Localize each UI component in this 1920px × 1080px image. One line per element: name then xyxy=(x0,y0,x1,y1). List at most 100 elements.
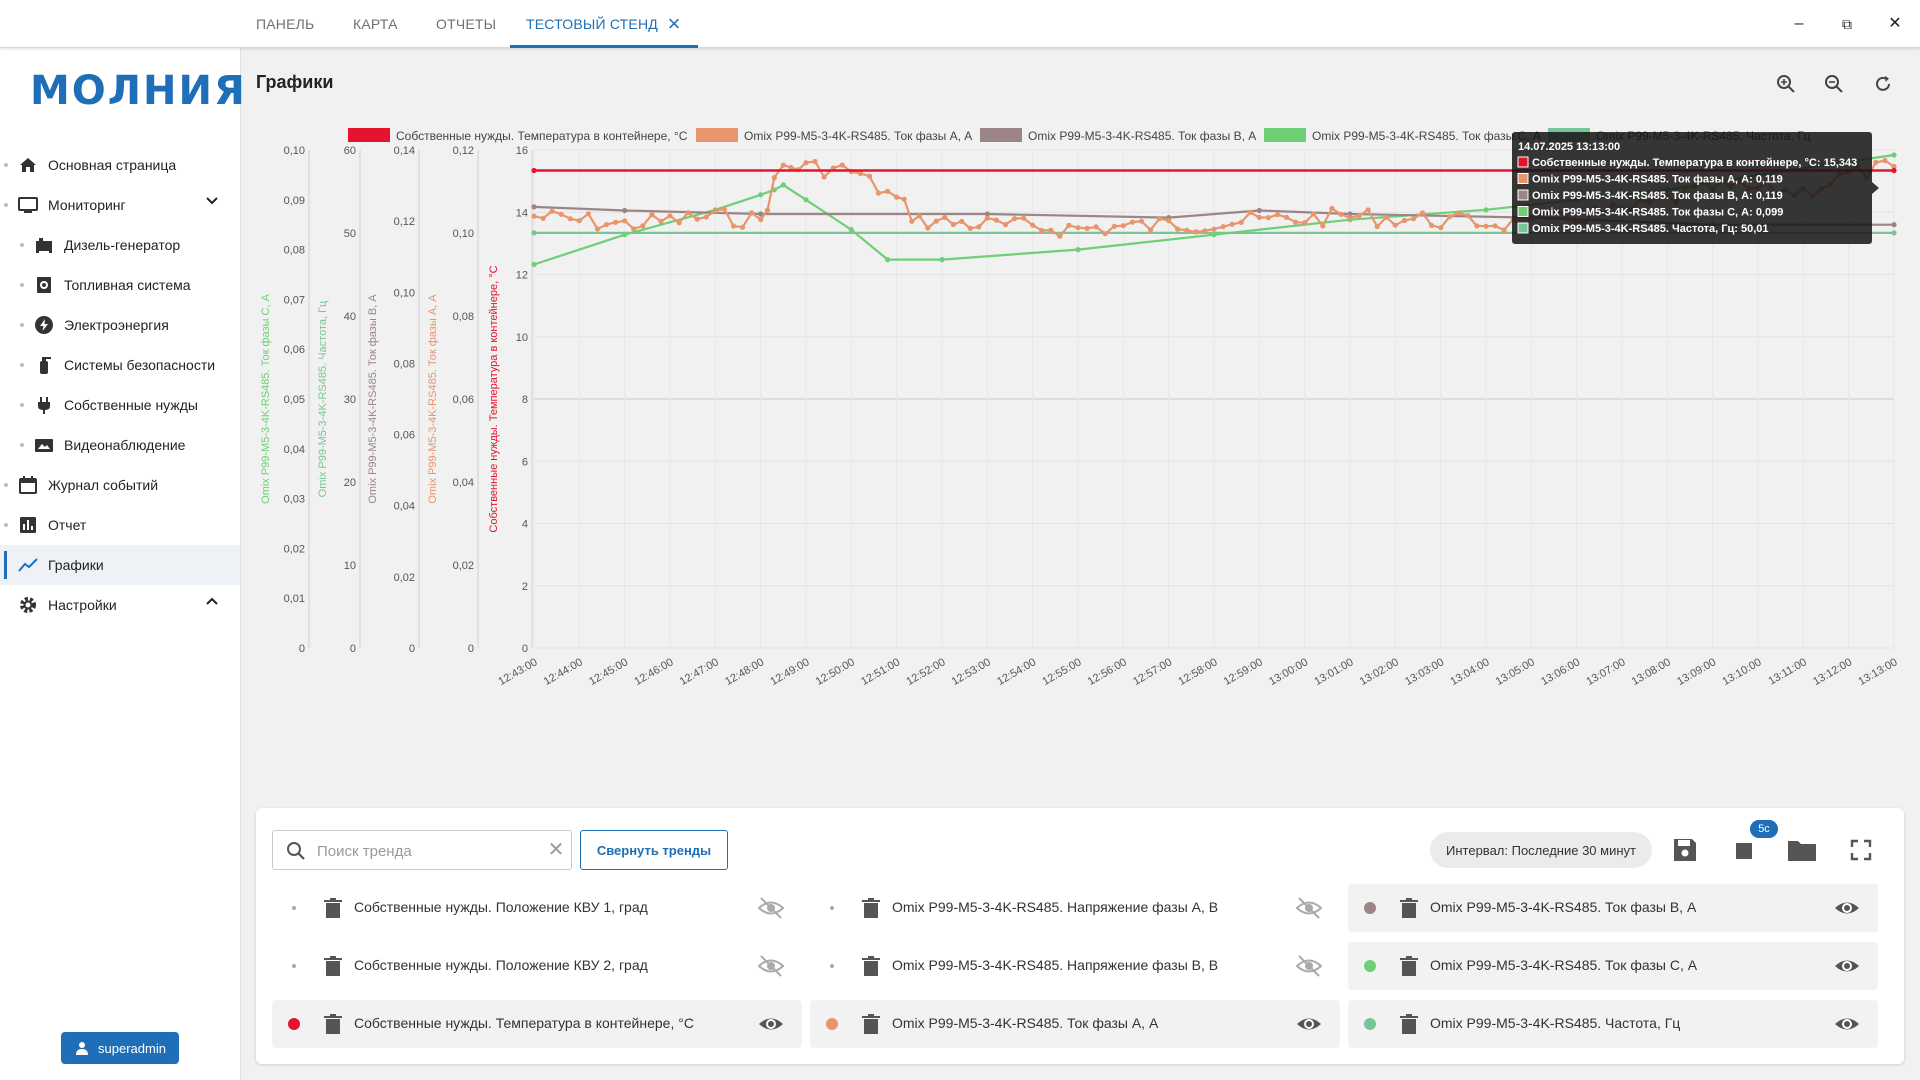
sidebar-item-settings[interactable]: Настройки xyxy=(0,585,240,625)
y-tick-label: 0,10 xyxy=(284,145,305,157)
tab-map[interactable]: КАРТА xyxy=(353,16,398,32)
trash-icon[interactable] xyxy=(862,898,880,918)
y-axis-title: Собственные нужды. Температура в контейн… xyxy=(488,265,500,532)
refresh-interval-icon[interactable] xyxy=(1724,830,1764,870)
chevron-down-icon[interactable] xyxy=(202,193,222,213)
x-tick-label: 12:59:00 xyxy=(1222,656,1265,688)
eye-icon[interactable] xyxy=(1834,896,1860,920)
legend-label: Собственные нужды. Температура в контейн… xyxy=(396,129,688,143)
tab-test-stand[interactable]: ТЕСТОВЫЙ СТЕНД xyxy=(526,16,658,32)
sidebar-item-report[interactable]: Отчет xyxy=(0,505,240,545)
x-tick-label: 12:45:00 xyxy=(587,656,630,688)
x-tick-label: 12:54:00 xyxy=(995,656,1038,688)
trend-row[interactable]: Omix P99-M5-3-4K-RS485. Ток фазы А, А xyxy=(810,1000,1340,1048)
sidebar-item-monitoring[interactable]: Мониторинг xyxy=(0,185,240,225)
trash-icon[interactable] xyxy=(324,1014,342,1034)
y-tick-label: 0,14 xyxy=(394,145,415,157)
sidebar-item-electricity[interactable]: Электроэнергия xyxy=(0,305,240,345)
data-point xyxy=(1102,231,1108,237)
data-point xyxy=(1410,216,1417,222)
report-icon xyxy=(17,514,39,536)
trend-row[interactable]: Собственные нужды. Положение КВУ 2, град xyxy=(272,942,802,990)
sidebar-item-own-needs[interactable]: Собственные нужды xyxy=(0,385,240,425)
data-point xyxy=(1274,212,1281,218)
save-icon[interactable] xyxy=(1665,830,1705,870)
eye-off-icon[interactable] xyxy=(1296,896,1322,920)
eye-icon[interactable] xyxy=(758,1012,784,1036)
data-point xyxy=(1338,211,1344,217)
trash-icon[interactable] xyxy=(324,956,342,976)
eye-icon[interactable] xyxy=(1296,1012,1322,1036)
x-tick-label: 12:55:00 xyxy=(1040,656,1083,688)
restore-icon[interactable]: ⧉ xyxy=(1842,16,1852,32)
eye-off-icon[interactable] xyxy=(758,954,784,978)
x-tick-label: 12:50:00 xyxy=(814,656,857,688)
data-point xyxy=(1265,215,1271,221)
eye-off-icon[interactable] xyxy=(1296,954,1322,978)
clear-icon[interactable]: ✕ xyxy=(547,839,565,861)
reset-icon[interactable] xyxy=(1869,70,1897,98)
collapse-trends-button[interactable]: Свернуть тренды xyxy=(580,830,728,870)
data-point xyxy=(594,226,601,232)
sidebar: МОЛНИЯ Основная страница Мониторинг Дизе… xyxy=(0,48,245,1080)
trash-icon[interactable] xyxy=(1400,898,1418,918)
fullscreen-icon[interactable] xyxy=(1841,830,1881,870)
top-bar: ПАНЕЛЬ КАРТА ОТЧЕТЫ ТЕСТОВЫЙ СТЕНД × – ⧉… xyxy=(0,0,1920,48)
search-input[interactable] xyxy=(317,839,537,863)
trend-label: Omix P99-M5-3-4K-RS485. Частота, Гц xyxy=(1430,1015,1681,1031)
trend-marker xyxy=(830,964,834,968)
close-tab-icon[interactable]: × xyxy=(667,11,681,36)
data-point xyxy=(1447,214,1453,220)
eye-icon[interactable] xyxy=(1834,1012,1860,1036)
sidebar-item-video[interactable]: Видеонаблюдение xyxy=(0,425,240,465)
data-point xyxy=(1238,219,1244,225)
y-tick-label: 0,04 xyxy=(394,501,415,513)
trend-row[interactable]: Omix P99-M5-3-4K-RS485. Напряжение фазы … xyxy=(810,884,1340,932)
eye-icon[interactable] xyxy=(1834,954,1860,978)
chart-line-icon xyxy=(17,554,39,576)
sidebar-item-fuel-system[interactable]: Топливная система xyxy=(0,265,240,305)
interval-chip[interactable]: Интервал: Последние 30 минут xyxy=(1430,832,1652,868)
sidebar-item-security-systems[interactable]: Системы безопасности xyxy=(0,345,240,385)
trend-search[interactable]: ✕ xyxy=(272,830,572,870)
close-window-icon[interactable]: ✕ xyxy=(1888,15,1902,32)
folder-icon[interactable] xyxy=(1782,830,1822,870)
eye-off-icon[interactable] xyxy=(758,896,784,920)
chevron-up-icon[interactable] xyxy=(202,593,222,613)
legend-label: Omix P99-M5-3-4K-RS485. Ток фазы А, А xyxy=(744,129,972,143)
trash-icon[interactable] xyxy=(1400,956,1418,976)
zoom-out-icon[interactable] xyxy=(1820,70,1848,98)
y-tick-label: 0,09 xyxy=(284,195,305,207)
trend-row[interactable]: Собственные нужды. Положение КВУ 1, град xyxy=(272,884,802,932)
trend-row[interactable]: Omix P99-M5-3-4K-RS485. Напряжение фазы … xyxy=(810,942,1340,990)
zoom-in-icon[interactable] xyxy=(1772,70,1800,98)
data-point xyxy=(1229,221,1235,227)
data-point xyxy=(531,167,537,174)
y-tick-label: 0,08 xyxy=(394,358,415,370)
trend-chart[interactable]: Собственные нужды. Температура в контейн… xyxy=(242,122,1920,702)
trend-row[interactable]: Собственные нужды. Температура в контейн… xyxy=(272,1000,802,1048)
user-button[interactable]: superadmin xyxy=(61,1032,179,1064)
y-tick-label: 0 xyxy=(522,643,528,655)
trash-icon[interactable] xyxy=(324,898,342,918)
trend-row[interactable]: Omix P99-M5-3-4K-RS485. Ток фазы B, А xyxy=(1348,884,1878,932)
y-tick-label: 0,04 xyxy=(284,444,305,456)
x-tick-label: 13:12:00 xyxy=(1811,656,1854,688)
minimize-icon[interactable]: – xyxy=(1794,15,1804,32)
trash-icon[interactable] xyxy=(862,956,880,976)
x-tick-label: 13:07:00 xyxy=(1584,656,1627,688)
trash-icon[interactable] xyxy=(1400,1014,1418,1034)
data-point xyxy=(1438,225,1444,231)
tab-reports[interactable]: ОТЧЕТЫ xyxy=(436,16,497,32)
sidebar-item-diesel-generator[interactable]: Дизель-генератор xyxy=(0,225,240,265)
tab-panel[interactable]: ПАНЕЛЬ xyxy=(256,16,315,32)
trend-row[interactable]: Omix P99-M5-3-4K-RS485. Ток фазы С, А xyxy=(1348,942,1878,990)
sidebar-item-label: Электроэнергия xyxy=(64,317,169,333)
trend-row[interactable]: Omix P99-M5-3-4K-RS485. Частота, Гц xyxy=(1348,1000,1878,1048)
data-point xyxy=(749,210,755,216)
trend-label: Собственные нужды. Положение КВУ 1, град xyxy=(354,899,648,915)
sidebar-item-charts[interactable]: Графики xyxy=(0,545,240,585)
sidebar-item-home[interactable]: Основная страница xyxy=(0,145,240,185)
trash-icon[interactable] xyxy=(862,1014,880,1034)
sidebar-item-event-log[interactable]: Журнал событий xyxy=(0,465,240,505)
